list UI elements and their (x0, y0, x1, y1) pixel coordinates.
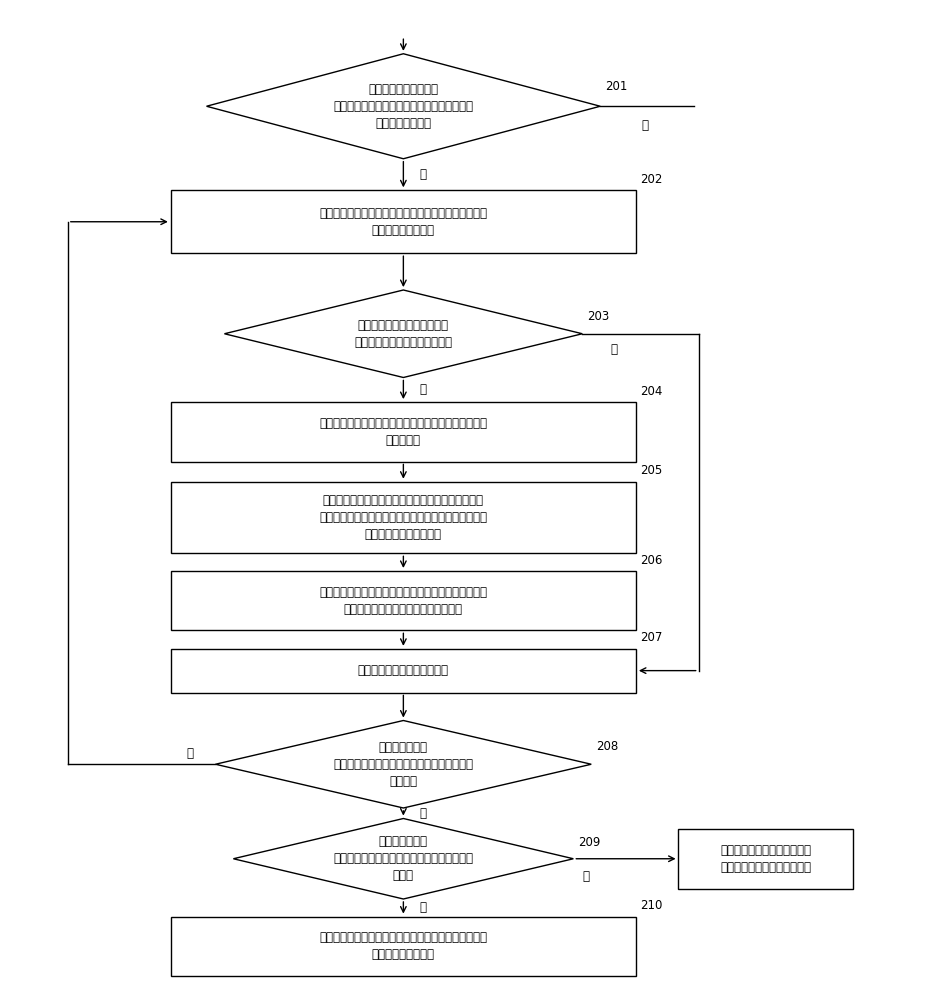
Text: 可穿戴设备判断上述第二接触
参数是否符合预设接触参数条件: 可穿戴设备判断上述第二接触 参数是否符合预设接触参数条件 (354, 319, 452, 349)
Text: 可穿戴设备输出用于提示播放
模式切换失败的第二提示消息: 可穿戴设备输出用于提示播放 模式切换失败的第二提示消息 (720, 844, 811, 874)
Text: 可穿戴设备输出第一提示消息: 可穿戴设备输出第一提示消息 (358, 664, 449, 677)
Text: 可穿戴设备判断
可穿戴设备的使用模式是否为老年人模式或幼
童模式: 可穿戴设备判断 可穿戴设备的使用模式是否为老年人模式或幼 童模式 (334, 835, 473, 882)
FancyBboxPatch shape (171, 482, 636, 553)
Text: 207: 207 (640, 631, 663, 644)
Text: 可穿戴设备确定其所处
环境的环境参数，并判断该环境参数是否满足
预设环境参数条件: 可穿戴设备确定其所处 环境的环境参数，并判断该环境参数是否满足 预设环境参数条件 (334, 83, 473, 130)
Polygon shape (215, 720, 591, 808)
Text: 否: 否 (610, 343, 617, 356)
FancyBboxPatch shape (171, 402, 636, 462)
Text: 201: 201 (605, 80, 627, 93)
FancyBboxPatch shape (171, 649, 636, 692)
Text: 是: 是 (419, 168, 427, 181)
Text: 208: 208 (596, 740, 618, 753)
FancyBboxPatch shape (171, 190, 636, 253)
Text: 可穿戴设备以上述第一接触参数为依据，调整由上述声
音信号转化而成的振动信号的振动参数: 可穿戴设备以上述第一接触参数为依据，调整由上述声 音信号转化而成的振动信号的振动… (320, 586, 487, 616)
Text: 否: 否 (582, 870, 589, 883)
Text: 202: 202 (640, 173, 663, 186)
Text: 可穿戴设备向预先与可穿戴设备建立无线连接的移动终
端设备发送调整请求: 可穿戴设备向预先与可穿戴设备建立无线连接的移动终 端设备发送调整请求 (320, 931, 487, 961)
Text: 可穿戴设备将可穿戴设备的播放模式由外放模式切换为
骨传导模式: 可穿戴设备将可穿戴设备的播放模式由外放模式切换为 骨传导模式 (320, 417, 487, 447)
FancyBboxPatch shape (171, 916, 636, 976)
Text: 是: 是 (419, 807, 427, 820)
Text: 是: 是 (419, 901, 427, 914)
Text: 当可穿戴设备需要在上述骨传导模式下输出声音信号
时，可穿戴设备获取身体传导部件与可穿戴设备的佩戴
用户之间的第一接触参数: 当可穿戴设备需要在上述骨传导模式下输出声音信号 时，可穿戴设备获取身体传导部件与… (320, 494, 487, 541)
Text: 203: 203 (587, 310, 609, 323)
Text: 是: 是 (419, 383, 427, 396)
Text: 205: 205 (640, 464, 663, 477)
Text: 210: 210 (640, 899, 663, 912)
Text: 206: 206 (640, 554, 663, 566)
Polygon shape (233, 818, 573, 899)
Text: 否: 否 (641, 119, 649, 132)
Polygon shape (225, 290, 582, 378)
Text: 204: 204 (640, 385, 663, 398)
FancyBboxPatch shape (678, 829, 853, 888)
Polygon shape (207, 54, 600, 159)
Text: 否: 否 (186, 747, 193, 760)
Text: 可穿戴设备获取身体传导部件与可穿戴设备的佩戴用户
之间的第二接触参数: 可穿戴设备获取身体传导部件与可穿戴设备的佩戴用户 之间的第二接触参数 (320, 207, 487, 237)
Text: 可穿戴设备判断
输出上述第一提示消息的总次数是否达到预设
次数阈值: 可穿戴设备判断 输出上述第一提示消息的总次数是否达到预设 次数阈值 (334, 741, 473, 788)
FancyBboxPatch shape (171, 571, 636, 630)
Text: 209: 209 (578, 836, 600, 849)
